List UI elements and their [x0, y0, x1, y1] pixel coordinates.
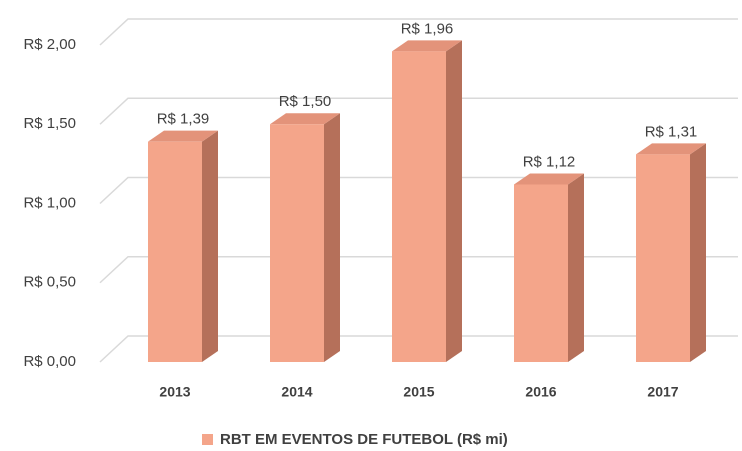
- bar-side: [690, 143, 706, 362]
- value-label: R$ 1,31: [645, 123, 698, 140]
- bar-top: [148, 130, 218, 142]
- bar-side: [202, 130, 218, 362]
- bar-side: [446, 40, 462, 363]
- x-tick-label: 2013: [159, 384, 190, 400]
- value-label: R$ 1,50: [279, 93, 332, 110]
- legend-swatch: [202, 434, 213, 445]
- bar: [636, 154, 690, 362]
- bar: [392, 51, 446, 363]
- x-tick-label: 2017: [647, 384, 678, 400]
- bar: [270, 124, 324, 362]
- y-tick-label: R$ 2,00: [23, 36, 76, 53]
- bar-top: [392, 40, 462, 52]
- bar-side: [324, 113, 340, 362]
- y-tick-label: R$ 0,50: [23, 274, 76, 291]
- bar: [514, 184, 568, 362]
- x-tick-label: 2014: [281, 384, 312, 400]
- value-label: R$ 1,96: [401, 20, 454, 37]
- y-tick-label: R$ 0,00: [23, 353, 76, 370]
- grid-line: [99, 97, 738, 125]
- legend-label: RBT EM EVENTOS DE FUTEBOL (R$ mi): [220, 431, 508, 448]
- value-label: R$ 1,12: [523, 153, 576, 170]
- y-tick-label: R$ 1,00: [23, 194, 76, 211]
- x-tick-label: 2016: [525, 384, 556, 400]
- bar-top: [270, 113, 340, 125]
- bar-side: [568, 173, 584, 362]
- y-tick-label: R$ 1,50: [23, 115, 76, 132]
- x-tick-label: 2015: [403, 384, 434, 400]
- grid-line: [99, 18, 738, 46]
- bar-top: [636, 143, 706, 155]
- value-label: R$ 1,39: [157, 111, 210, 128]
- bar: [148, 141, 202, 362]
- bar-top: [514, 173, 584, 185]
